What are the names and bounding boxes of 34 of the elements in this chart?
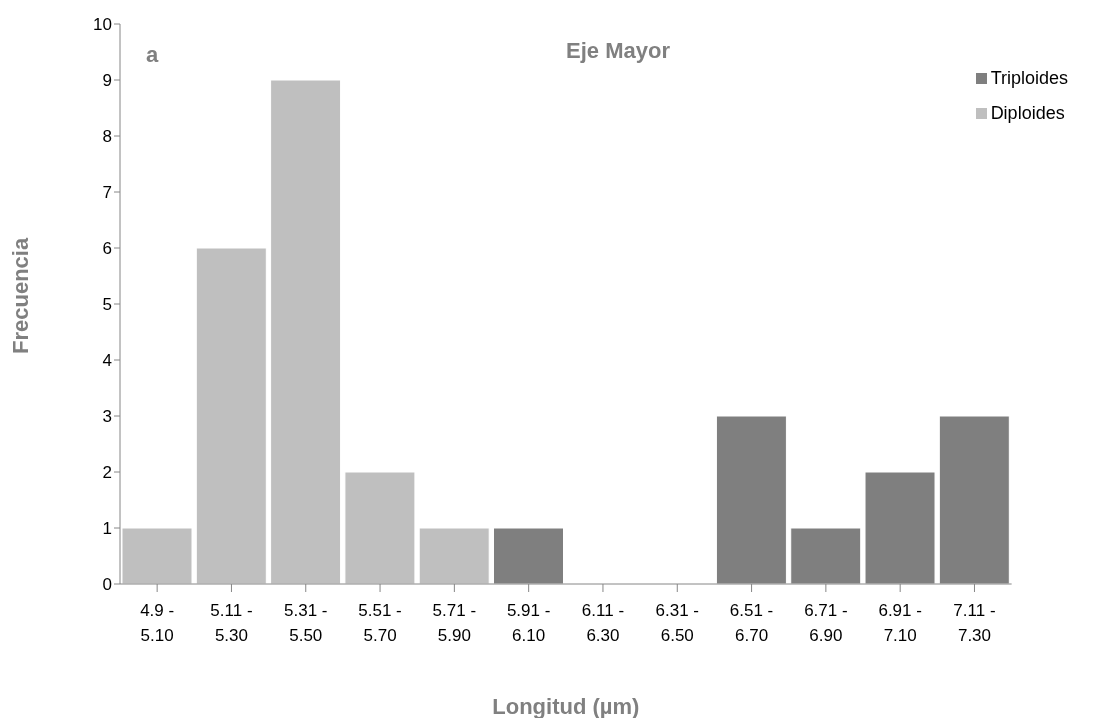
x-axis-title: Longitud (µm) [492,694,640,719]
x-tick-label: 5.71 - 5.90 [432,601,477,645]
x-tick-label: 5.11 - 5.30 [210,601,253,645]
y-tick-label: 9 [102,71,112,91]
x-tick-label: 6.11 - 6.30 [581,601,625,645]
x-tick-label: 5.51 - 5.70 [358,601,402,645]
bar [270,79,342,584]
y-axis-title: Frecuencia [7,237,33,354]
annotation: a [146,42,159,68]
text: Eje Mayor [566,38,670,63]
y-tick-label: 10 [93,15,112,35]
legend-label: Diploides [990,103,1065,124]
y-tick-label: 5 [102,295,112,315]
bar [418,527,490,584]
x-tick-label: 6.51 - 6.70 [729,601,774,645]
bar [344,471,416,584]
y-tick-label: 3 [102,407,112,427]
x-tick-label: 5.31 - 5.50 [284,601,328,645]
y-tick-label: 7 [102,183,112,203]
legend-label: Triploides [990,68,1068,89]
y-tick-label: 0 [102,575,112,595]
x-tick-label: 6.31 - 6.50 [655,601,700,645]
bar [195,247,267,584]
x-tick-label: 5.91 - 6.10 [506,601,551,645]
y-tick-label: 8 [102,127,112,147]
x-tick-label: 6.71 - 6.90 [804,601,848,645]
y-tick-label: 4 [102,351,112,371]
x-tick-label: 6.91 - 7.10 [878,601,922,645]
y-tick-label: 2 [102,463,112,483]
x-tick-label: 4.9 - 5.10 [140,601,175,645]
bar [121,527,193,584]
y-tick-label: 6 [102,239,112,259]
x-tick-label: 7.11 - 7.30 [953,601,996,645]
y-tick-label: 1 [102,519,112,539]
